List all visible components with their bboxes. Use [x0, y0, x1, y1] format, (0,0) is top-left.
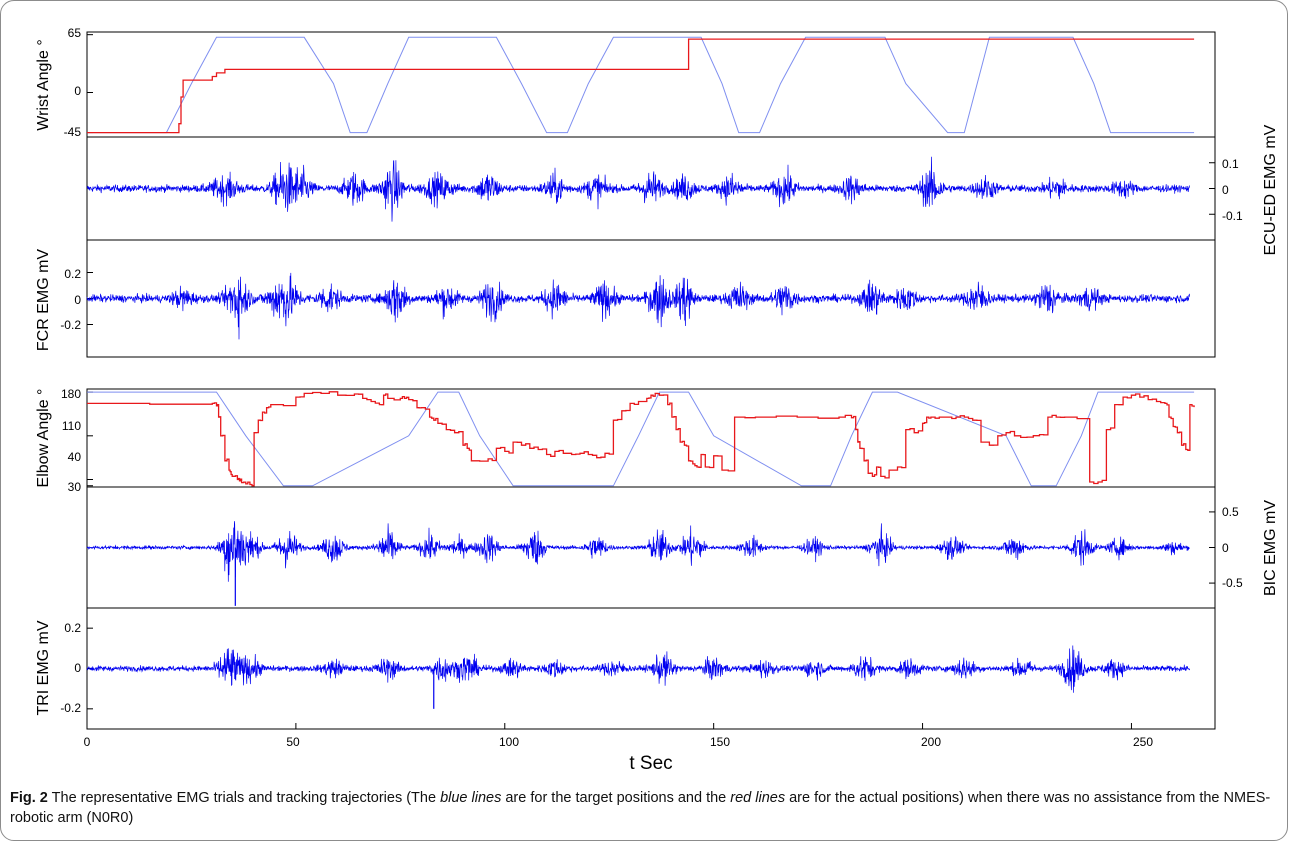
x-axis-label: t Sec: [629, 753, 672, 774]
bic-ytick-0: 0: [1222, 541, 1229, 555]
tri-ytick-0.2: 0.2: [64, 621, 81, 635]
elbow-ytick-180: 180: [61, 387, 81, 401]
xtick-200: 200: [921, 735, 941, 749]
panel-wrist-plot: [87, 34, 1195, 134]
xtick-150: 150: [710, 735, 730, 749]
panel-elbow-plot: [87, 391, 1195, 487]
caption-text-1: The representative EMG trials and tracki…: [47, 790, 441, 806]
ecu-ytick-0: 0: [1222, 183, 1229, 197]
tri-ytick-0: 0: [74, 661, 81, 675]
x-axis: 0 50 100 150 200 250 t Sec: [84, 735, 1154, 774]
caption-label: Fig. 2: [10, 790, 48, 806]
wrist-ytick-0: 0: [74, 84, 81, 98]
xtick-100: 100: [499, 735, 519, 749]
emg-figure: Wrist Angle ° 65 0 -45 ECU-ED EMG mV 0.1…: [35, 26, 1279, 774]
tri-emg-trace: [86, 645, 1190, 693]
panel-elbow-frame: [86, 388, 1216, 488]
fcr-emg-trace: [86, 272, 1190, 340]
panel-bic-emg: BIC EMG mV 0.5 0 -0.5: [86, 486, 1279, 609]
panel-fcr-plot: [86, 272, 1190, 340]
panel-tri-emg: TRI EMG mV 0.2 0 -0.2: [35, 607, 1216, 730]
panel-ecu-emg: ECU-ED EMG mV 0.1 0 -0.1: [86, 124, 1279, 255]
panel-tri-plot: [86, 627, 1190, 729]
bic-ytick-minus0.5: -0.5: [1222, 576, 1243, 590]
xtick-250: 250: [1133, 735, 1153, 749]
fcr-ytick-minus0.2: -0.2: [60, 318, 81, 332]
tri-ytick-minus0.2: -0.2: [60, 701, 81, 715]
elbow-ylabel: Elbow Angle °: [35, 389, 52, 488]
caption-blue-lines: blue lines: [440, 790, 502, 806]
wrist-ylabel: Wrist Angle °: [35, 39, 52, 130]
xtick-50: 50: [286, 735, 300, 749]
elbow-actual-line: [87, 391, 1195, 487]
panel-fcr-emg: FCR EMG mV 0.2 0 -0.2: [35, 239, 1216, 358]
ecu-ytick-0.1: 0.1: [1222, 157, 1239, 171]
fcr-ytick-0.2: 0.2: [64, 267, 81, 281]
caption-text-2: are for the target positions and the: [501, 790, 731, 806]
tri-ylabel: TRI EMG mV: [35, 620, 52, 715]
wrist-actual-line: [87, 38, 1195, 134]
panel-bic-plot: [86, 511, 1215, 606]
panel-elbow: Elbow Angle ° 180 110 40 30: [35, 387, 1216, 494]
ecu-ylabel: ECU-ED EMG mV: [1262, 124, 1279, 255]
xtick-0: 0: [84, 735, 91, 749]
ecu-emg-trace: [86, 156, 1190, 222]
figure-caption: Fig. 2 The representative EMG trials and…: [10, 788, 1278, 828]
caption-text-3: are for the actual positions) when there…: [10, 790, 1271, 826]
panel-wrist: Wrist Angle ° 65 0 -45: [35, 26, 1216, 139]
caption-red-lines: red lines: [730, 790, 786, 806]
ecu-ytick-minus0.1: -0.1: [1222, 209, 1243, 223]
elbow-ytick-30: 30: [68, 480, 82, 494]
wrist-ytick-65: 65: [68, 26, 82, 40]
panel-wrist-frame: [86, 31, 1216, 138]
wrist-target-line: [87, 36, 1195, 134]
bic-ylabel: BIC EMG mV: [1262, 500, 1279, 596]
elbow-target-line: [87, 391, 1195, 487]
elbow-ytick-40: 40: [68, 450, 82, 464]
wrist-ytick-minus45: -45: [64, 125, 82, 139]
bic-emg-trace: [86, 521, 1190, 582]
panel-ecu-plot: [86, 156, 1215, 222]
fcr-ylabel: FCR EMG mV: [35, 249, 52, 352]
elbow-ytick-110: 110: [62, 419, 81, 433]
bic-ytick-0.5: 0.5: [1222, 505, 1239, 519]
fcr-ytick-0: 0: [74, 293, 81, 307]
